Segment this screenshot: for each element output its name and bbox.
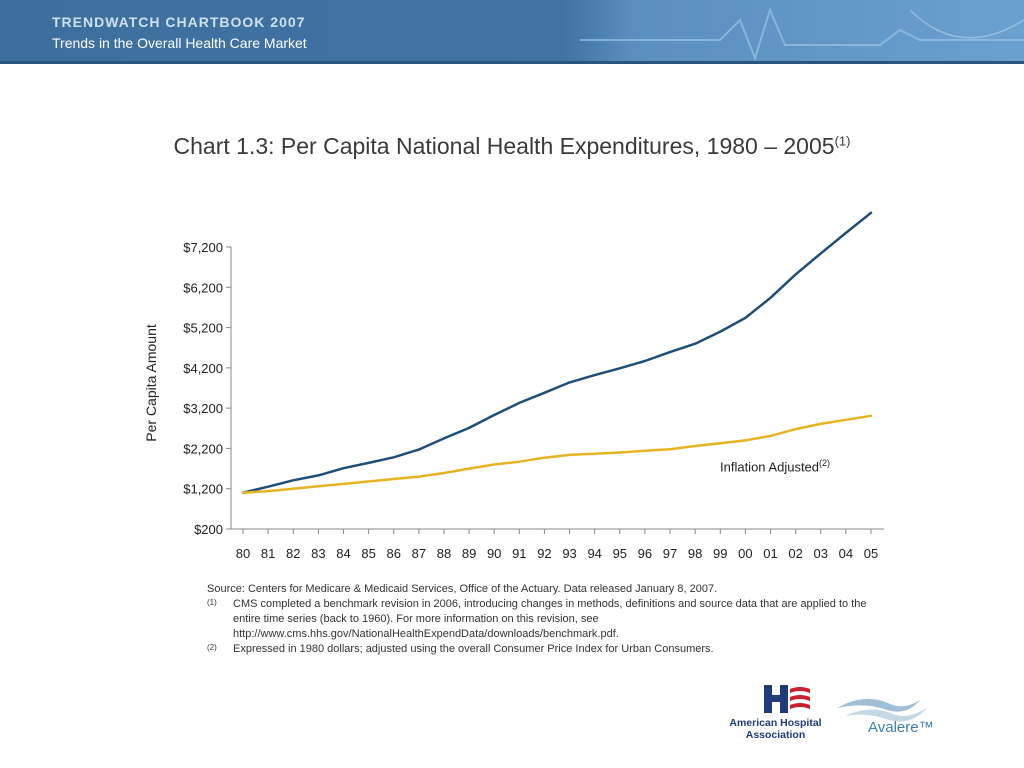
y-axis: $200 $1,200 $2,200 $3,200 $4,200 $5,200 $6,200…	[183, 240, 232, 537]
x-tick-label: 99	[713, 546, 727, 561]
chartbook-title: TRENDWATCH CHARTBOOK 2007	[52, 14, 306, 30]
x-tick-label: 81	[261, 546, 275, 561]
inflation-series-name: Inflation Adjusted	[720, 459, 820, 475]
banner-bottom-band	[0, 61, 1024, 64]
chart-title-text: Chart 1.3: Per Capita National Health Ex…	[173, 133, 835, 159]
series-line-per-capita	[241, 211, 873, 494]
y-tick-label: $3,200	[183, 401, 223, 416]
x-tick-label: 92	[537, 546, 551, 561]
y-tick-label: $7,200	[183, 240, 223, 255]
x-tick-label: 83	[311, 546, 325, 561]
x-tick-label: 85	[361, 546, 375, 561]
chart-notes: Source: Centers for Medicare & Medicaid …	[207, 582, 887, 657]
x-tick-label: 89	[462, 546, 476, 561]
x-tick-label: 00	[738, 546, 752, 561]
x-tick-label: 91	[512, 546, 526, 561]
source-note: Source: Centers for Medicare & Medicaid …	[207, 583, 718, 595]
x-tick-label: 95	[613, 546, 627, 561]
footnote-1-text: CMS completed a benchmark revision in 20…	[233, 598, 867, 640]
chart-title-footnote: (1)	[834, 133, 851, 149]
avalere-logo-text: Avalere™	[868, 719, 934, 736]
x-tick-label: 04	[839, 546, 853, 561]
y-axis-label: Per Capita Amount	[143, 324, 159, 442]
x-tick-label: 05	[864, 546, 878, 561]
y-tick-label: $2,200	[183, 441, 223, 456]
x-tick-label: 97	[663, 546, 677, 561]
inflation-series-label: Inflation Adjusted(2)	[720, 458, 830, 474]
y-tick-label: $6,200	[183, 280, 223, 295]
avalere-wave-icon	[837, 698, 927, 722]
footnote-1: (1) CMS completed a benchmark revision i…	[207, 597, 887, 642]
aha-logo-text: American Hospital Association	[729, 717, 822, 741]
footnote-2-mark: (2)	[207, 643, 217, 652]
x-tick-label: 02	[788, 546, 802, 561]
footnote-2-text: Expressed in 1980 dollars; adjusted usin…	[233, 643, 714, 655]
x-tick-label: 82	[286, 546, 300, 561]
x-tick-label: 88	[437, 546, 451, 561]
footnote-2: (2) Expressed in 1980 dollars; adjusted …	[207, 642, 887, 657]
ecg-wave-graphic	[580, 7, 1024, 62]
y-tick-label: $200	[194, 522, 223, 537]
x-tick-label: 93	[562, 546, 576, 561]
y-tick-label: $4,200	[183, 361, 223, 376]
aha-logo-icon	[764, 685, 810, 713]
y-tick-label: $1,200	[183, 482, 223, 497]
chart-title: Chart 1.3: Per Capita National Health Ex…	[0, 133, 1024, 160]
x-tick-label: 84	[336, 546, 350, 561]
x-tick-label: 01	[763, 546, 777, 561]
footnote-1-mark: (1)	[207, 598, 217, 607]
inflation-series-footnote: (2)	[819, 458, 831, 468]
x-tick-label: 96	[638, 546, 652, 561]
x-tick-label: 80	[236, 546, 250, 561]
x-axis: 80 81 82 83 84 85 86 87 88 89 90 91 92 93 94 95 96 97 98 99…	[231, 528, 884, 561]
x-tick-label: 03	[814, 546, 828, 561]
y-tick-label: $5,200	[183, 321, 223, 336]
x-tick-label: 86	[386, 546, 400, 561]
x-tick-label: 87	[412, 546, 426, 561]
chartbook-subtitle: Trends in the Overall Health Care Market	[52, 35, 307, 51]
header-banner: TRENDWATCH CHARTBOOK 2007 Trends in the …	[0, 0, 1024, 64]
x-tick-label: 90	[487, 546, 501, 561]
line-chart: $200 $1,200 $2,200 $3,200 $4,200 $5,200 $6,200…	[183, 211, 884, 561]
series-group	[241, 211, 873, 494]
x-tick-label: 94	[587, 546, 601, 561]
x-tick-label: 98	[688, 546, 702, 561]
series-line-inflation-adjusted	[241, 414, 873, 494]
